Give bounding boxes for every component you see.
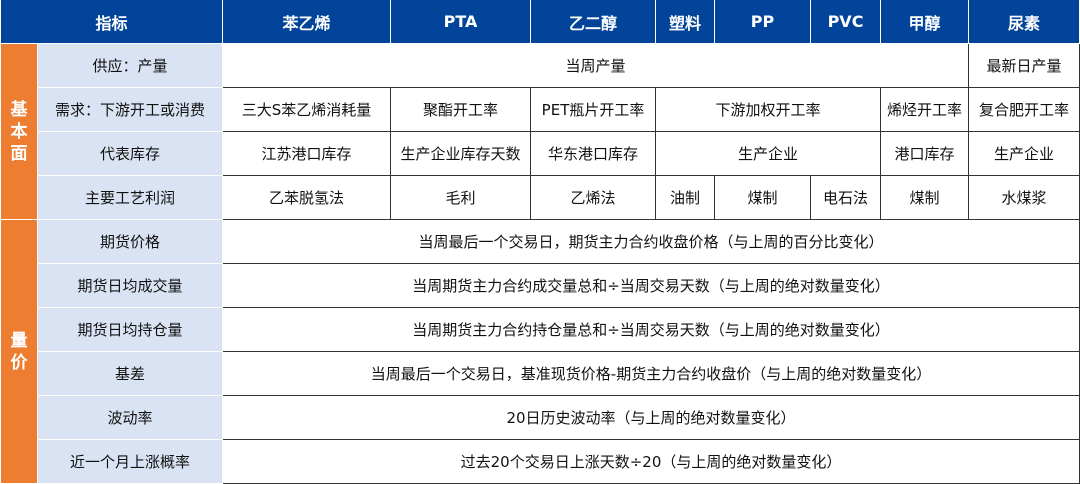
table-row: 近一个月上涨概率 过去20个交易日上涨天数÷20（与上周的绝对数量变化） <box>1 439 1080 484</box>
column-header: 乙二醇 <box>530 0 657 44</box>
table-cell: 生产企业 <box>655 131 882 176</box>
table-cell: 20日历史波动率（与上周的绝对数量变化） <box>222 395 1080 440</box>
table-row: 需求：下游开工或消费 三大S苯乙烯消耗量 聚酯开工率 PET瓶片开工率 下游加权开工率烯… <box>1 87 1080 132</box>
table-cell: 煤制 <box>714 175 812 220</box>
table-cell: 生产企业库存天数 <box>390 131 532 176</box>
table-row: 波动率 20日历史波动率（与上周的绝对数量变化） <box>1 395 1080 440</box>
table-cell: 乙苯脱氢法 <box>222 175 392 220</box>
row-label: 波动率 <box>36 395 224 440</box>
table-cell: 复合肥开工率 <box>968 87 1080 132</box>
table-cell: 最新日产量 <box>968 43 1080 88</box>
group-title: 基本面 <box>10 99 28 164</box>
column-header: PVC <box>810 0 882 44</box>
column-header: 苯乙烯 <box>222 0 392 44</box>
row-label: 期货日均持仓量 <box>36 307 224 352</box>
table-cell: 当周期货主力合约成交量总和÷当周交易天数（与上周的绝对数量变化） <box>222 263 1080 308</box>
table-cell: 烯烃开工率 <box>880 87 970 132</box>
table-row: 量价 期货价格 当周最后一个交易日，期货主力合约收盘价格（与上周的百分比变化） <box>0 219 1080 484</box>
group-label: 量价 <box>0 219 38 484</box>
table-cell: 油制 <box>655 175 716 220</box>
column-header: PP <box>714 0 812 44</box>
table-cell: 水煤浆 <box>968 175 1080 220</box>
table-row: 基差 当周最后一个交易日，基准现货价格-期货主力合约收盘价（与上周的绝对数量变化） <box>1 351 1080 396</box>
table-cell: 生产企业 <box>968 131 1080 176</box>
table-cell: 江苏港口库存 <box>222 131 392 176</box>
table-cell: 当周最后一个交易日，期货主力合约收盘价格（与上周的百分比变化） <box>222 219 1080 264</box>
header-row: 指标 苯乙烯 PTA 乙二醇 塑料 PP PVC 甲醇 尿素 <box>0 0 1080 44</box>
column-header: 尿素 <box>968 0 1080 44</box>
column-header: 指标 <box>0 0 224 44</box>
table-row: 期货日均成交量 当周期货主力合约成交量总和÷当周交易天数（与上周的绝对数量变化） <box>1 263 1080 308</box>
group-label: 基本面 <box>0 43 38 220</box>
row-label: 期货日均成交量 <box>36 263 224 308</box>
table-cell: 下游加权开工率 <box>655 87 882 132</box>
table-cell: 当周期货主力合约持仓量总和÷当周交易天数（与上周的绝对数量变化） <box>222 307 1080 352</box>
column-header: PTA <box>390 0 532 44</box>
table-row: 主要工艺利润 乙苯脱氢法 毛利 乙烯法 油制 煤制 电石法 煤制 水煤浆 <box>1 175 1080 220</box>
table-cell: 港口库存 <box>880 131 970 176</box>
row-label: 基差 <box>36 351 224 396</box>
table-row: 期货日均持仓量 当周期货主力合约持仓量总和÷当周交易天数（与上周的绝对数量变化） <box>1 307 1080 352</box>
table-row: 代表库存 江苏港口库存 生产企业库存天数 华东港口库存 生产企业 港口库存 生产企业 <box>1 131 1080 176</box>
table-cell: 乙烯法 <box>530 175 657 220</box>
row-label: 主要工艺利润 <box>36 175 224 220</box>
column-header: 甲醇 <box>880 0 970 44</box>
row-label: 需求：下游开工或消费 <box>36 87 224 132</box>
table-cell: 三大S苯乙烯消耗量 <box>222 87 392 132</box>
table-cell: 当周最后一个交易日，基准现货价格-期货主力合约收盘价（与上周的绝对数量变化） <box>222 351 1080 396</box>
row-label: 期货价格 <box>36 219 224 264</box>
group-title: 量价 <box>10 330 28 373</box>
column-header: 塑料 <box>655 0 716 44</box>
table-cell: 华东港口库存 <box>530 131 657 176</box>
table-cell: 电石法 <box>810 175 882 220</box>
table-cell: 毛利 <box>390 175 532 220</box>
row-label: 供应：产量 <box>36 43 224 88</box>
row-label: 代表库存 <box>36 131 224 176</box>
table-row: 基本面 供应：产量 当周产量 最新日产量 <box>0 43 1080 220</box>
table-cell: 过去20个交易日上涨天数÷20（与上周的绝对数量变化） <box>222 439 1080 484</box>
table-cell: PET瓶片开工率 <box>530 87 657 132</box>
table-cell: 聚酯开工率 <box>390 87 532 132</box>
table-cell: 煤制 <box>880 175 970 220</box>
table-cell: 当周产量 <box>222 43 970 88</box>
row-label: 近一个月上涨概率 <box>36 439 224 484</box>
